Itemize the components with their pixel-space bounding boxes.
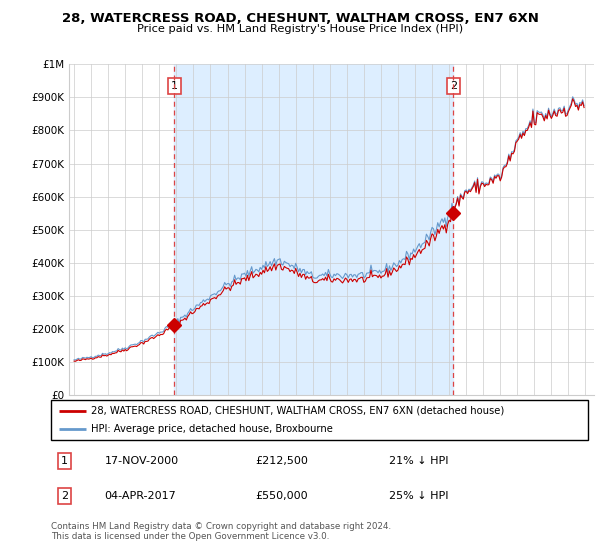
Text: 1: 1 (171, 81, 178, 91)
Text: £550,000: £550,000 (255, 491, 308, 501)
Text: This data is licensed under the Open Government Licence v3.0.: This data is licensed under the Open Gov… (51, 532, 329, 541)
Text: 28, WATERCRESS ROAD, CHESHUNT, WALTHAM CROSS, EN7 6XN (detached house): 28, WATERCRESS ROAD, CHESHUNT, WALTHAM C… (91, 406, 505, 416)
Text: 04-APR-2017: 04-APR-2017 (105, 491, 176, 501)
Text: 28, WATERCRESS ROAD, CHESHUNT, WALTHAM CROSS, EN7 6XN: 28, WATERCRESS ROAD, CHESHUNT, WALTHAM C… (62, 12, 538, 25)
Text: £212,500: £212,500 (255, 456, 308, 466)
Bar (175, 64, 454, 395)
Text: HPI: Average price, detached house, Broxbourne: HPI: Average price, detached house, Brox… (91, 424, 333, 434)
Text: Price paid vs. HM Land Registry's House Price Index (HPI): Price paid vs. HM Land Registry's House … (137, 24, 463, 34)
Text: 2: 2 (61, 491, 68, 501)
Text: 21% ↓ HPI: 21% ↓ HPI (389, 456, 449, 466)
Text: 2: 2 (450, 81, 457, 91)
Text: 17-NOV-2000: 17-NOV-2000 (105, 456, 179, 466)
Text: 25% ↓ HPI: 25% ↓ HPI (389, 491, 449, 501)
Text: 1: 1 (61, 456, 68, 466)
Text: Contains HM Land Registry data © Crown copyright and database right 2024.: Contains HM Land Registry data © Crown c… (51, 522, 391, 531)
